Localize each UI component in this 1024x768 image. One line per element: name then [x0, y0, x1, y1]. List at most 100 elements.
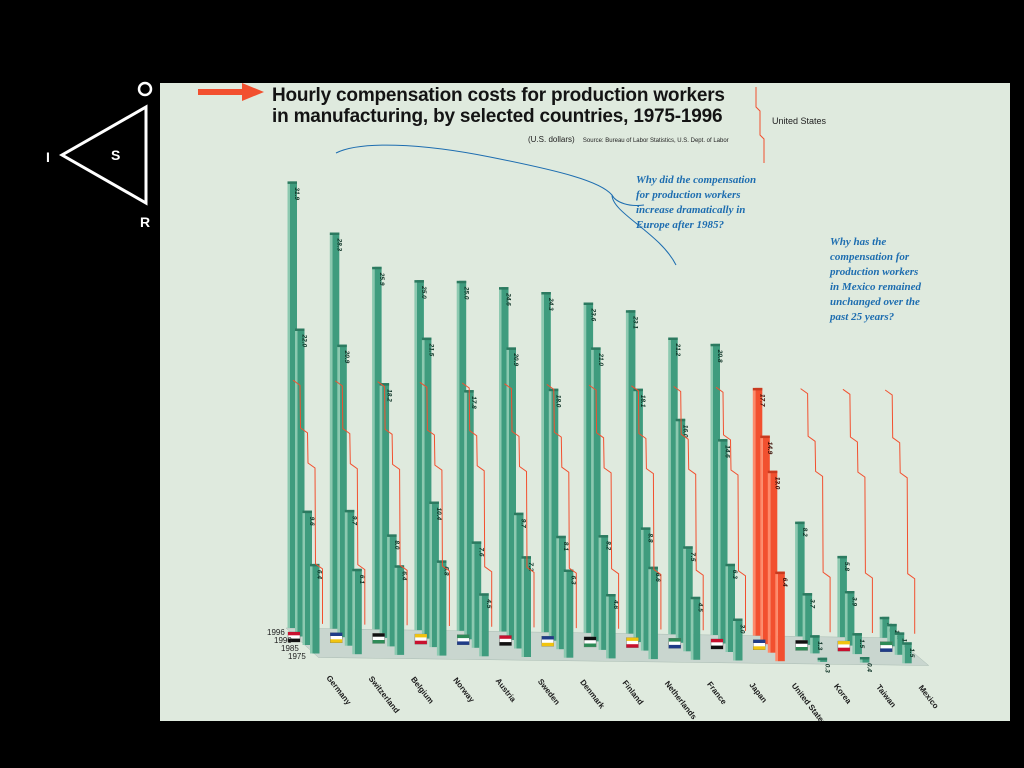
bar-value-label: 17.8	[470, 396, 477, 409]
flag-stripe	[414, 634, 427, 638]
bar-top	[598, 535, 609, 538]
us-reference-line	[800, 388, 831, 633]
flag-icon	[880, 641, 893, 652]
flag-stripe	[880, 641, 893, 646]
bar-side	[606, 596, 609, 659]
bar-top	[591, 347, 601, 350]
bar-top	[844, 591, 855, 594]
bar-side	[733, 620, 736, 661]
flag-stripe	[457, 634, 470, 639]
year-label-1996: 1996	[267, 628, 285, 637]
us-reference-line	[842, 388, 873, 633]
bar	[839, 555, 847, 638]
bar-value-label: 13.0	[774, 477, 781, 490]
flag-stripe	[584, 636, 597, 641]
chart-source: Source: Bureau of Labor Statistics, U.S.…	[582, 138, 729, 144]
bar-value-label: 28.3	[336, 238, 343, 252]
flag-stripe	[288, 638, 300, 642]
country-group-japan: 20.8 14.6 6.3 3.0 Japan	[710, 343, 769, 705]
bar	[297, 328, 305, 637]
country-label: Norway	[451, 676, 476, 705]
bar-top	[414, 280, 424, 283]
bar	[332, 232, 340, 629]
bar-value-label: 22.0	[301, 334, 308, 348]
bar	[882, 616, 890, 638]
bar-value-label: 9.7	[520, 519, 527, 528]
bar-top	[563, 569, 574, 572]
country-group-france: 21.2 16.0 7.5 4.5 France	[668, 337, 729, 707]
flag-stripe	[668, 644, 681, 649]
bar-side	[387, 536, 390, 647]
bar	[397, 565, 405, 655]
bar	[670, 337, 678, 635]
bar-value-label: 8.1	[562, 542, 569, 551]
legend-line-sample	[755, 87, 765, 163]
bar-value-label: 4.5	[696, 602, 703, 612]
bar	[720, 439, 728, 644]
bar-side	[394, 567, 398, 655]
us-reference-line	[631, 385, 662, 630]
bar-side	[767, 472, 771, 653]
bar-side	[295, 330, 298, 637]
bar	[305, 510, 312, 645]
bar-top	[795, 521, 805, 525]
bar-value-label: 1.3	[816, 641, 823, 650]
bar-top	[690, 596, 701, 600]
country-label: Switzerland	[367, 674, 402, 715]
country-group-united-states: 17.7 14.9 13.0 6.4 United States	[752, 387, 829, 721]
chart-subtitle: (U.S. dollars) Source: Bureau of Labor S…	[528, 135, 729, 144]
annotation-question-europe: Why did the compensation for production …	[636, 173, 756, 233]
bar	[524, 556, 531, 657]
question-line: increase dramatically in	[636, 204, 746, 216]
bar-side	[563, 571, 567, 658]
bar-top	[902, 642, 912, 645]
bar-top	[633, 388, 643, 392]
flag-icon	[710, 638, 724, 650]
bar-top	[295, 328, 305, 331]
question-line: Why has the	[830, 236, 887, 248]
bar-top	[479, 593, 489, 596]
flag-icon	[499, 635, 512, 646]
bar	[509, 347, 516, 640]
bar-top	[887, 623, 897, 627]
flag-stripe	[584, 643, 597, 647]
bar-side	[844, 593, 848, 646]
bar-top	[556, 535, 566, 539]
bar	[566, 569, 574, 658]
question-line: production workers	[830, 266, 919, 278]
bar-side	[894, 634, 898, 655]
country-label: Taiwan	[874, 683, 897, 710]
bar-side	[337, 346, 340, 638]
country-label: United States	[790, 681, 829, 721]
bar-top	[775, 571, 785, 575]
flag-stripe	[457, 641, 470, 645]
bar-value-label: 20.9	[512, 352, 519, 366]
bar-top	[837, 555, 847, 559]
bar-value-label: 8.0	[393, 540, 400, 549]
bar-value-label: 23.6	[589, 308, 596, 322]
flag-stripe	[837, 641, 850, 645]
bar-value-label: 16.0	[681, 425, 688, 438]
chart-units: (U.S. dollars)	[528, 135, 575, 144]
chart-panel: 31.9 22.0 9.6 6.4 Germany 28.3 20.9 9.7 6.1 Switz…	[160, 83, 1010, 721]
bar-top	[802, 593, 813, 596]
bar	[501, 287, 509, 632]
bar-side	[310, 565, 313, 654]
year-label-1985: 1985	[281, 644, 299, 653]
question-line: past 25 years?	[830, 311, 895, 323]
bar	[339, 344, 347, 638]
bar-side	[879, 618, 883, 638]
bar-side	[775, 573, 778, 662]
us-reference-line	[588, 384, 620, 629]
bar-top	[710, 343, 720, 347]
bar-side	[456, 282, 460, 631]
bar-side	[541, 294, 544, 633]
bar-value-label: 9.7	[351, 516, 358, 525]
flag-stripe	[753, 646, 766, 650]
bar-top	[506, 347, 516, 350]
bar-top	[752, 387, 763, 391]
annotation-question-mexico: Why has the compensation for production …	[830, 235, 921, 325]
triangle-letter-i: I	[46, 149, 50, 165]
bar	[650, 566, 658, 660]
bar-top	[718, 439, 728, 442]
